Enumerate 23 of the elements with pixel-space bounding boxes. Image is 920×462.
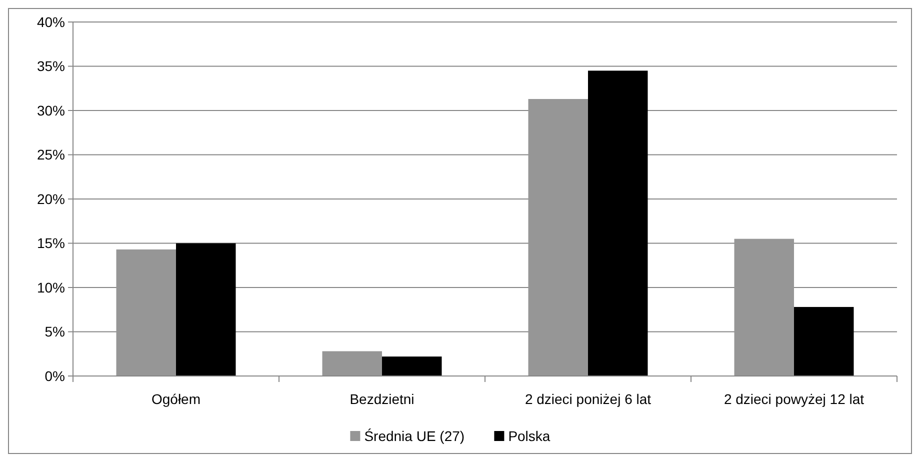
bar (528, 98, 588, 376)
legend-label: Polska (508, 428, 550, 444)
bar (116, 249, 176, 376)
legend-label: Średnia UE (27) (364, 428, 465, 444)
x-tick-label: Bezdzietni (350, 391, 414, 407)
x-tick-label: 2 dzieci powyżej 12 lat (724, 391, 864, 407)
y-tick-label: 5% (44, 324, 65, 340)
bar (382, 356, 442, 376)
y-tick-label: 40% (36, 14, 65, 30)
y-tick-label: 15% (36, 235, 65, 252)
bar (734, 238, 794, 376)
y-tick-label: 35% (36, 58, 65, 74)
x-tick-label: Ogółem (151, 391, 201, 407)
bar (588, 70, 648, 376)
bar (794, 306, 854, 376)
bar (176, 243, 236, 376)
bar (322, 351, 382, 376)
y-tick-label: 20% (36, 190, 65, 207)
y-tick-label: 10% (36, 279, 65, 296)
y-tick-label: 25% (36, 146, 65, 163)
x-tick-label: 2 dzieci poniżej 6 lat (524, 391, 652, 407)
y-tick-label: 30% (36, 102, 65, 118)
y-tick-label: 0% (44, 368, 65, 384)
